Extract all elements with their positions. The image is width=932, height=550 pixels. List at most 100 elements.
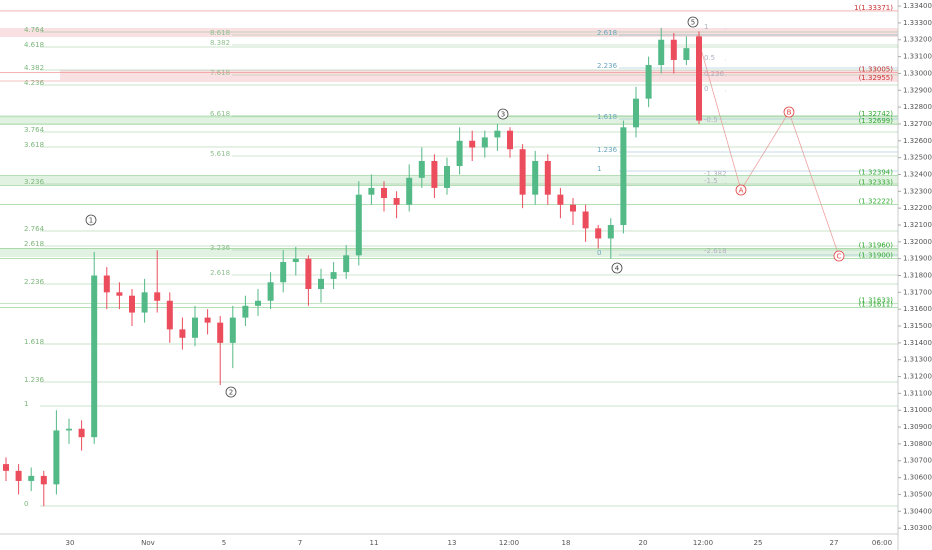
x-tick-label: 20	[639, 539, 648, 547]
candle-body	[406, 177, 413, 205]
candle-body	[368, 187, 375, 195]
fib-label: 0	[24, 500, 28, 508]
wave-marker	[833, 250, 845, 262]
x-tick-label: 5	[222, 539, 226, 547]
y-tick-label: 1.31600	[903, 305, 932, 313]
y-tick-label: 1.30700	[903, 457, 932, 465]
wave-label: 3	[501, 111, 505, 119]
fib-label: 8.382	[210, 39, 230, 47]
candle-body	[280, 262, 287, 283]
y-tick-label: 1.33300	[903, 19, 932, 27]
fib-label: -1.382	[704, 170, 727, 178]
candle-body	[116, 292, 123, 296]
x-tick-label: 13	[448, 539, 457, 547]
fib-label: 5.618	[210, 150, 230, 158]
x-tick-label: 27	[830, 539, 839, 547]
candle-body	[103, 275, 110, 293]
candle-body	[431, 160, 438, 188]
price-label: (1.33005)	[859, 66, 894, 74]
y-tick-label: 1.33400	[903, 2, 932, 10]
candle-body	[393, 198, 400, 205]
candle-body	[217, 322, 224, 343]
fib-label: 0.5	[704, 54, 715, 62]
candle-body	[570, 204, 576, 212]
candle-body	[66, 428, 72, 431]
y-tick-label: 1.32700	[903, 120, 932, 128]
candle-body	[40, 475, 47, 485]
fib-label: 4.618	[24, 41, 44, 49]
y-tick-label: 1.31000	[903, 406, 932, 414]
fib-label: 2.236	[24, 278, 45, 286]
y-tick-label: 1.30600	[903, 474, 932, 482]
candle-body	[582, 211, 589, 229]
y-tick-label: 1.31800	[903, 272, 932, 280]
y-tick-label: 1.30400	[903, 507, 932, 515]
y-tick-label: 1.30800	[903, 440, 932, 448]
x-tick-label: 30	[66, 539, 75, 547]
candle-body	[204, 317, 211, 323]
wave-label: 4	[615, 265, 620, 273]
candle-body	[620, 127, 627, 225]
fib-label: 0	[597, 249, 601, 257]
candle-body	[670, 39, 677, 60]
y-tick-label: 1.31400	[903, 339, 932, 347]
x-tick-label: 7	[298, 539, 302, 547]
fib-label: 2.618	[24, 240, 44, 248]
candle-body	[255, 300, 261, 306]
candle-body	[418, 160, 425, 178]
candle-body	[658, 39, 665, 66]
candle-body	[267, 282, 274, 301]
fib-label: 2.764	[24, 225, 45, 233]
wave-label: 1	[89, 217, 93, 225]
candle-body	[343, 255, 350, 273]
candle-body	[166, 300, 173, 330]
candle-body	[292, 258, 299, 263]
fib-label: 1.236	[597, 146, 618, 154]
wave-marker	[687, 16, 699, 28]
candle-body	[129, 295, 135, 313]
y-tick-label: 1.31300	[903, 356, 932, 364]
price-label: (1.32699)	[859, 117, 894, 125]
candle-body	[544, 160, 551, 195]
wave-label: A	[739, 187, 744, 195]
candle-body	[532, 160, 539, 195]
price-label: 1(1.33371)	[854, 4, 893, 12]
zone	[0, 248, 898, 257]
fib-label: -2.618	[704, 247, 727, 255]
y-tick-label: 1.33100	[903, 53, 932, 61]
candle-body	[519, 149, 526, 195]
x-tick-label: 12:00	[693, 539, 713, 547]
fib-label: 1.236	[24, 376, 45, 384]
y-tick-label: 1.32200	[903, 204, 932, 212]
fib-label: 3.764	[24, 126, 45, 134]
wave-marker	[85, 214, 97, 226]
y-tick-label: 1.32600	[903, 137, 932, 145]
fib-label: 4.764	[24, 26, 45, 34]
x-tick-label: 25	[754, 539, 763, 547]
wave-label: C	[837, 253, 842, 261]
x-tick-label: 18	[562, 539, 571, 547]
fib-label: 0	[704, 85, 708, 93]
fib-label: 7.618	[210, 69, 230, 77]
candle-body	[494, 130, 501, 138]
wave-label: 5	[691, 19, 695, 27]
candle-body	[3, 464, 9, 471]
y-tick-label: 1.30300	[903, 524, 932, 532]
price-label: (1.31633)	[859, 297, 894, 305]
wave-label: 2	[229, 389, 233, 397]
fib-label: 1	[24, 400, 28, 408]
candle-body	[15, 470, 22, 481]
candle-body	[229, 317, 236, 343]
y-tick-label: 1.33000	[903, 69, 932, 77]
y-tick-label: 1.32100	[903, 221, 932, 229]
fib-label: 3.236	[24, 178, 45, 186]
fib-label: 1.618	[24, 338, 44, 346]
fib-label: 6.618	[210, 110, 230, 118]
candle-body	[355, 194, 362, 256]
y-tick-label: 1.32800	[903, 103, 932, 111]
y-tick-label: 1.31500	[903, 322, 932, 330]
fib-label: 2.618	[597, 29, 617, 37]
fib-label: 3.236	[210, 244, 231, 252]
candle-body	[78, 428, 85, 438]
